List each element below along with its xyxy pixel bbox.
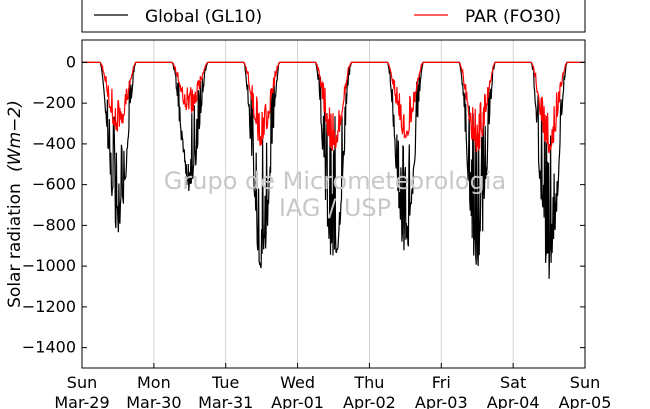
y-tick-label: −600 [32, 175, 76, 194]
x-axis: SunMar-29MonMar-30TueMar-31WedApr-01ThuA… [54, 363, 611, 409]
y-tick-label: −1200 [22, 297, 76, 316]
y-tick-label: −400 [32, 134, 76, 153]
x-tick-label-date: Apr-04 [487, 393, 540, 409]
plot-frame [81, 39, 586, 369]
y-axis-label-text: Solar radiation [5, 183, 25, 308]
y-tick-label: 0 [66, 52, 76, 71]
y-tick-label: −200 [32, 93, 76, 112]
y-axis: 0 −200 −400 −600 −800 −1000 −1200 −1400 [22, 52, 585, 357]
y-axis-label: Solar radiation (Wm−2) [5, 100, 25, 308]
y-tick-label: −800 [32, 215, 76, 234]
x-tick-label-day: Sun [67, 373, 97, 392]
x-tick-label-day: Thu [353, 373, 384, 392]
series-line-par [82, 61, 585, 154]
grid-lines [153, 40, 514, 368]
x-tick-label-day: Fri [432, 373, 451, 392]
watermark: Grupo de Micrometeorologia IAG / USP [164, 167, 506, 222]
legend-label-par: PAR (FO30) [465, 7, 561, 27]
x-tick-label-date: Apr-01 [271, 393, 324, 409]
x-tick-label-date: Apr-05 [559, 393, 612, 409]
x-tick-label-date: Apr-02 [343, 393, 396, 409]
x-tick-label-day: Sun [570, 373, 600, 392]
x-tick-label-day: Mon [137, 373, 171, 392]
y-axis-label-unit: (Wm−2) [5, 100, 25, 172]
legend: Global (GL10) PAR (FO30) [81, 0, 586, 33]
x-tick-label-day: Tue [211, 373, 239, 392]
plot-area: Grupo de Micrometeorologia IAG / USP 0 −2… [22, 39, 611, 409]
x-tick-label-date: Mar-31 [198, 393, 253, 409]
watermark-line-2: IAG / USP [279, 194, 391, 222]
series-par [82, 61, 585, 154]
x-tick-label-day: Wed [280, 373, 315, 392]
x-tick-label-date: Mar-30 [126, 393, 181, 409]
x-tick-label-day: Sat [500, 373, 526, 392]
watermark-line-1: Grupo de Micrometeorologia [164, 167, 506, 195]
y-tick-label: −1000 [22, 256, 76, 275]
legend-label-global: Global (GL10) [145, 7, 262, 27]
legend-frame [81, 0, 586, 33]
x-tick-label-date: Apr-03 [415, 393, 468, 409]
x-tick-label-date: Mar-29 [54, 393, 109, 409]
y-tick-label: −1400 [22, 338, 76, 357]
